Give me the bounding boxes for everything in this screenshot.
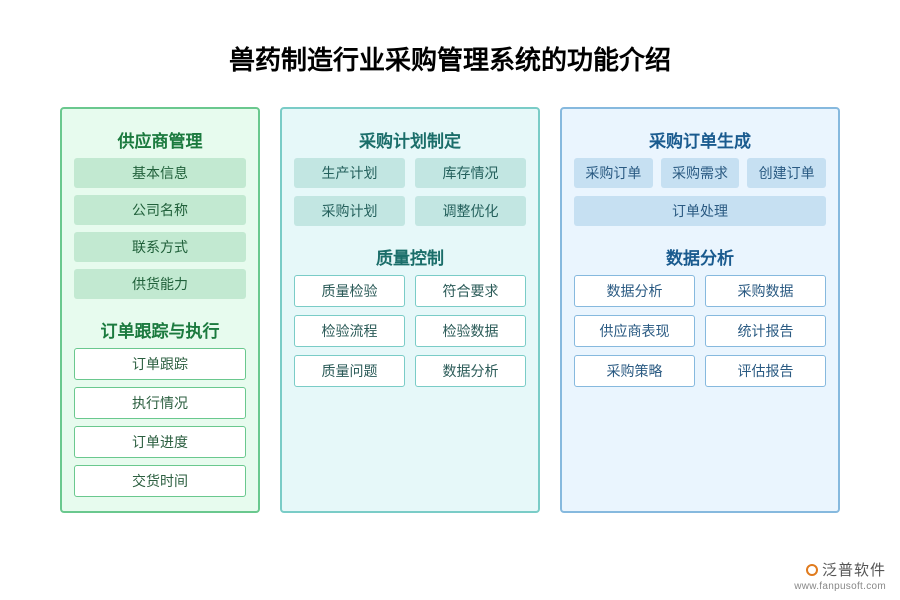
item: 公司名称 [74,195,246,225]
item-list: 质量检验 符合要求 检验流程 检验数据 质量问题 数据分析 [294,275,526,387]
item: 数据分析 [415,355,526,387]
section-supplier-mgmt: 供应商管理 基本信息 公司名称 联系方式 供货能力 [74,123,246,299]
item: 基本信息 [74,158,246,188]
section-order-tracking: 订单跟踪与执行 订单跟踪 执行情况 订单进度 交货时间 [74,313,246,497]
logo-url: www.fanpusoft.com [794,581,886,592]
section-title: 数据分析 [574,240,826,275]
item: 调整优化 [415,196,526,226]
item: 检验流程 [294,315,405,347]
section-title: 供应商管理 [74,123,246,158]
section-title: 质量控制 [294,240,526,275]
section-title: 采购订单生成 [574,123,826,158]
item: 采购数据 [705,275,826,307]
item: 生产计划 [294,158,405,188]
section-data-analysis: 数据分析 数据分析 采购数据 供应商表现 统计报告 采购策略 评估报告 [574,240,826,387]
item: 统计报告 [705,315,826,347]
column-supplier: 供应商管理 基本信息 公司名称 联系方式 供货能力 订单跟踪与执行 订单跟踪 执… [60,107,260,513]
brand-logo: 泛普软件 www.fanpusoft.com [794,559,886,592]
item: 采购订单 [574,158,653,188]
logo-dot-icon [806,564,818,576]
item: 订单处理 [574,196,826,226]
item: 质量问题 [294,355,405,387]
item: 采购需求 [661,158,740,188]
columns-container: 供应商管理 基本信息 公司名称 联系方式 供货能力 订单跟踪与执行 订单跟踪 执… [0,107,900,513]
page-title: 兽药制造行业采购管理系统的功能介绍 [0,0,900,107]
item: 交货时间 [74,465,246,497]
section-purchase-plan: 采购计划制定 生产计划 库存情况 采购计划 调整优化 [294,123,526,226]
item: 符合要求 [415,275,526,307]
section-quality-control: 质量控制 质量检验 符合要求 检验流程 检验数据 质量问题 数据分析 [294,240,526,387]
item-list: 生产计划 库存情况 采购计划 调整优化 [294,158,526,226]
item: 质量检验 [294,275,405,307]
item: 供应商表现 [574,315,695,347]
item-list: 订单跟踪 执行情况 订单进度 交货时间 [74,348,246,497]
item: 订单进度 [74,426,246,458]
column-order-analysis: 采购订单生成 采购订单 采购需求 创建订单 订单处理 数据分析 数据分析 采购数… [560,107,840,513]
section-order-generation: 采购订单生成 采购订单 采购需求 创建订单 订单处理 [574,123,826,226]
item: 检验数据 [415,315,526,347]
item: 订单跟踪 [74,348,246,380]
item: 联系方式 [74,232,246,262]
item-list: 采购订单 采购需求 创建订单 订单处理 [574,158,826,226]
item: 执行情况 [74,387,246,419]
column-plan-quality: 采购计划制定 生产计划 库存情况 采购计划 调整优化 质量控制 质量检验 符合要… [280,107,540,513]
item: 供货能力 [74,269,246,299]
item-list: 基本信息 公司名称 联系方式 供货能力 [74,158,246,299]
logo-text: 泛普软件 [822,559,886,580]
item: 评估报告 [705,355,826,387]
item: 库存情况 [415,158,526,188]
item: 数据分析 [574,275,695,307]
section-title: 采购计划制定 [294,123,526,158]
section-title: 订单跟踪与执行 [74,313,246,348]
item: 采购计划 [294,196,405,226]
logo-top: 泛普软件 [794,559,886,580]
item: 创建订单 [747,158,826,188]
item: 采购策略 [574,355,695,387]
item-list: 数据分析 采购数据 供应商表现 统计报告 采购策略 评估报告 [574,275,826,387]
